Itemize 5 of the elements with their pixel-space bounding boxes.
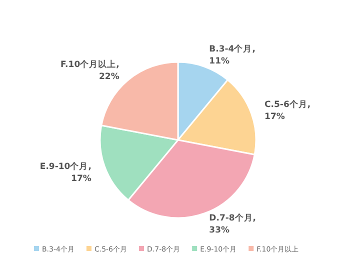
data-label: F.10个月以上, 22% [60, 59, 120, 82]
data-label: B.3-4个月, 11% [209, 43, 256, 66]
data-label: D.7-8个月, 33% [209, 212, 256, 236]
data-label: C.5-6个月, 17% [264, 98, 311, 122]
data-label: E.9-10个月, 17% [40, 161, 92, 184]
